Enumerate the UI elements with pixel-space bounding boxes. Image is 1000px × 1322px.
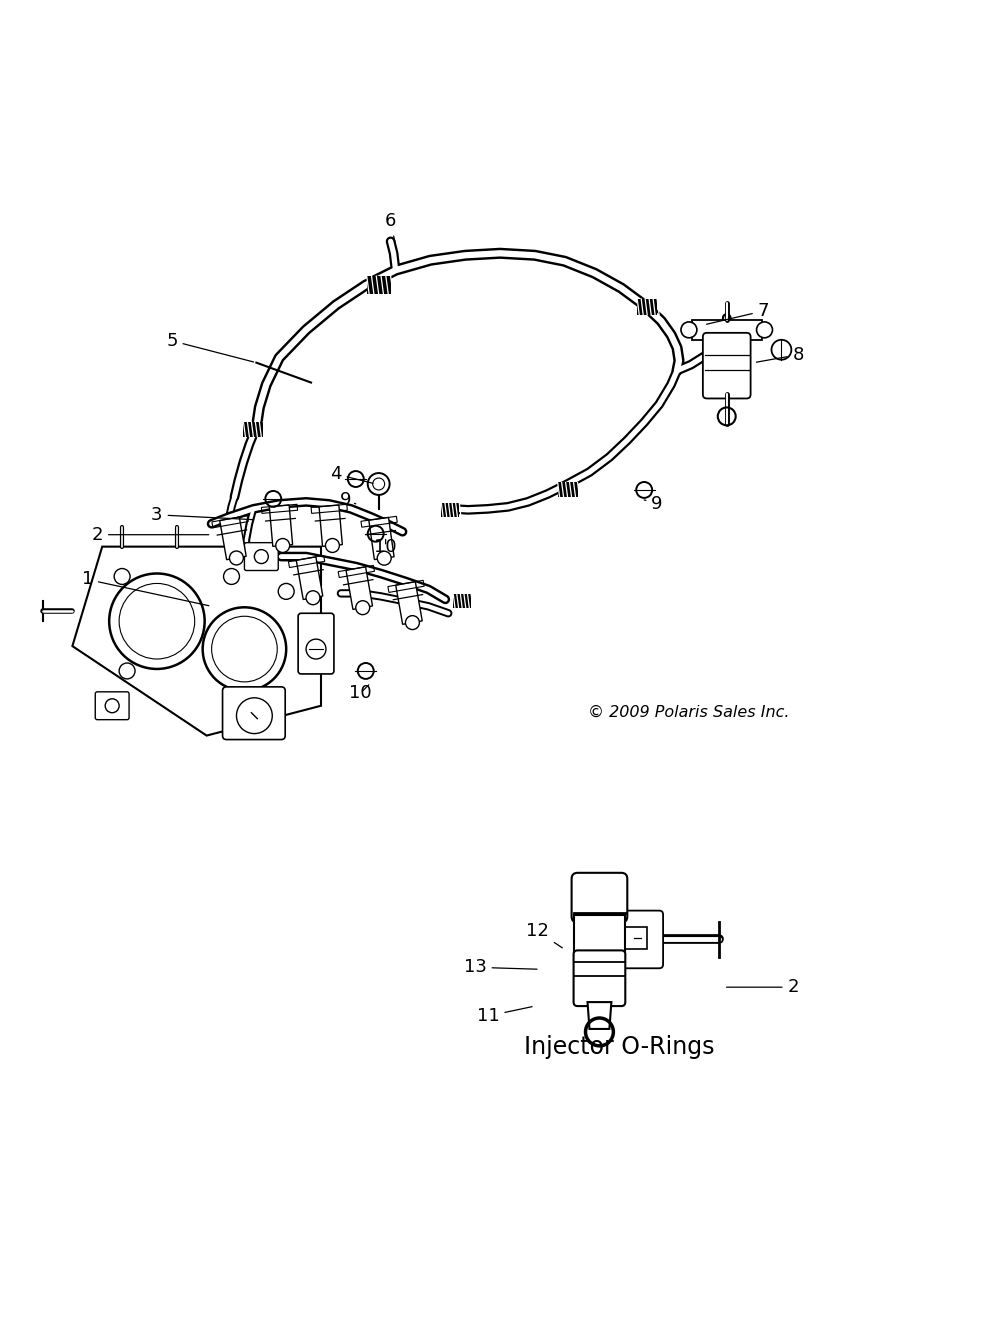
FancyBboxPatch shape	[298, 613, 334, 674]
Polygon shape	[369, 517, 394, 559]
Text: Injector O-Rings: Injector O-Rings	[524, 1035, 715, 1059]
FancyBboxPatch shape	[703, 333, 751, 398]
FancyBboxPatch shape	[244, 542, 278, 571]
Text: 8: 8	[756, 346, 804, 364]
Circle shape	[356, 600, 370, 615]
Circle shape	[325, 538, 339, 553]
Circle shape	[224, 568, 239, 584]
Text: 9: 9	[340, 490, 356, 509]
Bar	[637, 299, 657, 315]
Text: 11: 11	[477, 1006, 532, 1025]
Circle shape	[114, 568, 130, 584]
Polygon shape	[396, 582, 422, 624]
Text: 12: 12	[526, 923, 562, 948]
Text: © 2009 Polaris Sales Inc.: © 2009 Polaris Sales Inc.	[588, 705, 789, 720]
Circle shape	[119, 664, 135, 680]
Text: 4: 4	[330, 465, 373, 484]
Text: 1: 1	[82, 571, 209, 605]
Circle shape	[306, 591, 320, 604]
FancyBboxPatch shape	[574, 951, 625, 1006]
Text: 3: 3	[151, 506, 254, 524]
Text: 6: 6	[385, 213, 396, 243]
Text: 2: 2	[92, 526, 209, 543]
Bar	[558, 483, 578, 497]
Circle shape	[203, 607, 286, 691]
FancyBboxPatch shape	[223, 687, 285, 739]
Text: 2: 2	[727, 978, 799, 997]
Text: 13: 13	[464, 958, 537, 976]
Circle shape	[276, 538, 290, 553]
Text: 7: 7	[707, 301, 769, 324]
Polygon shape	[319, 505, 342, 546]
Text: 10: 10	[349, 683, 372, 702]
Circle shape	[377, 551, 391, 564]
FancyBboxPatch shape	[95, 691, 129, 719]
Circle shape	[757, 321, 772, 338]
Polygon shape	[296, 557, 323, 599]
Circle shape	[681, 321, 697, 338]
Polygon shape	[269, 505, 293, 546]
FancyBboxPatch shape	[574, 915, 625, 956]
Circle shape	[368, 473, 390, 494]
Circle shape	[109, 574, 205, 669]
Bar	[441, 502, 459, 517]
Text: 10: 10	[374, 538, 397, 555]
FancyBboxPatch shape	[572, 873, 627, 923]
Polygon shape	[220, 517, 246, 559]
Circle shape	[229, 551, 243, 564]
Polygon shape	[72, 546, 321, 735]
Circle shape	[405, 616, 419, 629]
Bar	[453, 595, 471, 608]
Polygon shape	[346, 567, 373, 609]
Polygon shape	[692, 320, 762, 340]
Bar	[243, 422, 263, 436]
Polygon shape	[588, 1002, 611, 1029]
FancyBboxPatch shape	[617, 911, 663, 968]
Text: 5: 5	[166, 332, 254, 362]
Circle shape	[278, 583, 294, 599]
Bar	[367, 276, 391, 293]
Text: 9: 9	[644, 494, 663, 513]
